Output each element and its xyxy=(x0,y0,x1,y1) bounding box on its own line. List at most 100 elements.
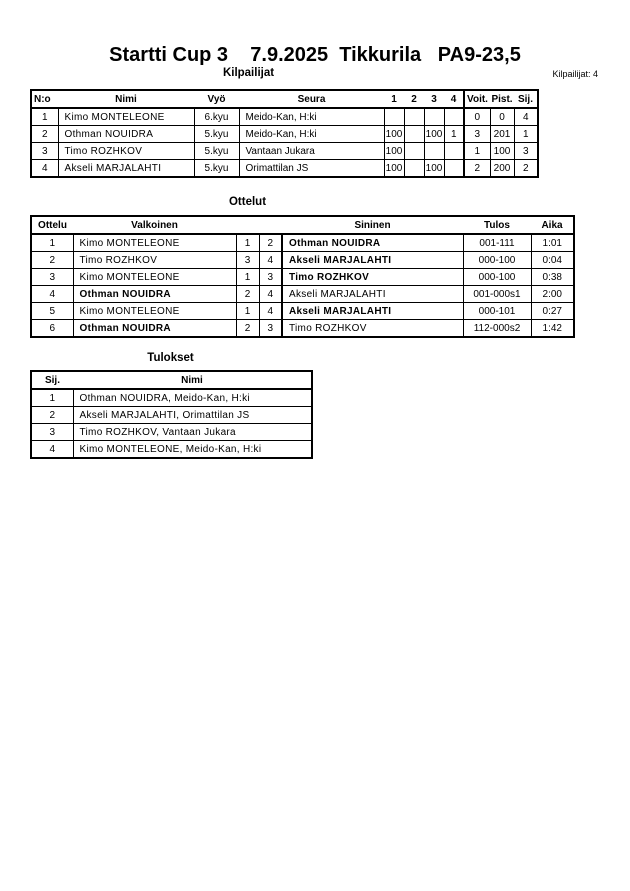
cell-club: Vantaan Jukara xyxy=(238,142,385,160)
cell-match-number: 6 xyxy=(30,319,74,338)
header-blue: Sininen xyxy=(282,216,463,235)
cell-wins: 1 xyxy=(463,142,491,160)
cell-place: 4 xyxy=(513,107,539,126)
table-row: 6 Othman NOUIDRA 2 3 Timo ROZHKOV 112-00… xyxy=(30,319,575,338)
cell-round-1: 100 xyxy=(383,125,405,143)
competitors-count: Kilpailijat: 4 xyxy=(552,69,598,79)
cell-time: 0:38 xyxy=(530,268,575,286)
cell-white-name: Kimo MONTELEONE xyxy=(72,233,237,252)
cell-result: 001-111 xyxy=(462,233,532,252)
cell-result: 001-000s1 xyxy=(462,285,532,303)
cell-white-number: 1 xyxy=(235,302,260,320)
cell-round-4 xyxy=(443,159,465,178)
table-row: 3 Timo ROZHKOV, Vantaan Jukara xyxy=(30,423,313,441)
cell-white-number: 1 xyxy=(235,268,260,286)
cell-blue-number: 3 xyxy=(258,268,283,286)
cell-round-2 xyxy=(403,107,425,126)
header-place: Sij. xyxy=(514,90,538,109)
cell-blue-name: Timo ROZHKOV xyxy=(281,268,464,286)
cell-round-4: 1 xyxy=(443,125,465,143)
cell-place: 3 xyxy=(513,142,539,160)
page-title: Startti Cup 3 7.9.2025 Tikkurila PA9-23,… xyxy=(109,44,521,66)
cell-blue-name: Akseli MARJALAHTI xyxy=(281,285,464,303)
cell-white-name: Timo ROZHKOV xyxy=(72,251,237,269)
cell-place: 2 xyxy=(513,159,539,178)
cell-blue-number: 2 xyxy=(258,233,283,252)
header-points: Pist. xyxy=(490,90,514,109)
cell-match-number: 4 xyxy=(30,285,74,303)
cell-blue-name: Akseli MARJALAHTI xyxy=(281,302,464,320)
header-name: Nimi xyxy=(73,371,312,390)
table-row: 4 Akseli MARJALAHTI 5.kyu Orimattilan JS… xyxy=(30,159,539,178)
cell-blue-number: 4 xyxy=(258,251,283,269)
table-row: 2 Othman NOUIDRA 5.kyu Meido-Kan, H:ki 1… xyxy=(30,125,539,143)
header-time: Aika xyxy=(531,216,574,235)
cell-place: 1 xyxy=(513,125,539,143)
cell-round-2 xyxy=(403,142,425,160)
header-club: Seura xyxy=(239,90,384,109)
cell-place: 2 xyxy=(30,406,74,424)
cell-round-2 xyxy=(403,125,425,143)
cell-time: 1:42 xyxy=(530,319,575,338)
cell-club: Meido-Kan, H:ki xyxy=(238,125,385,143)
header-white-number xyxy=(236,216,259,235)
cell-name: Kimo MONTELEONE xyxy=(57,107,195,126)
cell-time: 1:01 xyxy=(530,233,575,252)
cell-round-1: 100 xyxy=(383,159,405,178)
cell-name: Akseli MARJALAHTI xyxy=(57,159,195,178)
table-row: 1 Kimo MONTELEONE 1 2 Othman NOUIDRA 001… xyxy=(30,233,575,252)
cell-white-number: 2 xyxy=(235,319,260,338)
cell-match-number: 5 xyxy=(30,302,74,320)
cell-name: Kimo MONTELEONE, Meido-Kan, H:ki xyxy=(72,440,313,459)
cell-blue-number: 3 xyxy=(258,319,283,338)
cell-white-number: 1 xyxy=(235,233,260,252)
table-row: 1 Othman NOUIDRA, Meido-Kan, H:ki xyxy=(30,388,313,407)
header-round-2: 2 xyxy=(404,90,424,109)
cell-number: 3 xyxy=(30,142,59,160)
table-header-row: Ottelu Valkoinen Sininen Tulos Aika xyxy=(31,216,574,235)
cell-result: 000-100 xyxy=(462,268,532,286)
results-table: Sij. Nimi 1 Othman NOUIDRA, Meido-Kan, H… xyxy=(30,370,313,459)
cell-round-3: 100 xyxy=(423,125,445,143)
cell-white-number: 3 xyxy=(235,251,260,269)
cell-blue-number: 4 xyxy=(258,302,283,320)
cell-round-3: 100 xyxy=(423,159,445,178)
header-belt: Vyö xyxy=(194,90,239,109)
competitors-heading: Kilpailijat xyxy=(222,67,275,79)
header-place: Sij. xyxy=(31,371,73,390)
cell-club: Orimattilan JS xyxy=(238,159,385,178)
cell-result: 000-101 xyxy=(462,302,532,320)
cell-time: 0:04 xyxy=(530,251,575,269)
cell-time: 0:27 xyxy=(530,302,575,320)
cell-number: 1 xyxy=(30,107,59,126)
cell-round-1 xyxy=(383,107,405,126)
cell-white-name: Kimo MONTELEONE xyxy=(72,302,237,320)
competitors-table: N:o Nimi Vyö Seura 1 2 3 4 Voit. Pist. S… xyxy=(30,89,539,178)
cell-white-name: Othman NOUIDRA xyxy=(72,285,237,303)
cell-name: Akseli MARJALAHTI, Orimattilan JS xyxy=(72,406,313,424)
cell-belt: 5.kyu xyxy=(193,159,240,178)
table-row: 2 Timo ROZHKOV 3 4 Akseli MARJALAHTI 000… xyxy=(30,251,575,269)
results-heading: Tulokset xyxy=(147,352,194,364)
cell-round-3 xyxy=(423,142,445,160)
cell-wins: 3 xyxy=(463,125,491,143)
cell-result: 000-100 xyxy=(462,251,532,269)
matches-heading: Ottelut xyxy=(228,196,267,208)
cell-round-4 xyxy=(443,142,465,160)
cell-result: 112-000s2 xyxy=(462,319,532,338)
header-round-1: 1 xyxy=(384,90,404,109)
table-row: 2 Akseli MARJALAHTI, Orimattilan JS xyxy=(30,406,313,424)
cell-place: 3 xyxy=(30,423,74,441)
cell-points: 200 xyxy=(489,159,515,178)
cell-points: 0 xyxy=(489,107,515,126)
header-result: Tulos xyxy=(463,216,531,235)
cell-points: 100 xyxy=(489,142,515,160)
cell-white-number: 2 xyxy=(235,285,260,303)
cell-round-3 xyxy=(423,107,445,126)
table-row: 5 Kimo MONTELEONE 1 4 Akseli MARJALAHTI … xyxy=(30,302,575,320)
table-row: 1 Kimo MONTELEONE 6.kyu Meido-Kan, H:ki … xyxy=(30,107,539,126)
cell-blue-number: 4 xyxy=(258,285,283,303)
cell-match-number: 2 xyxy=(30,251,74,269)
cell-round-2 xyxy=(403,159,425,178)
cell-blue-name: Othman NOUIDRA xyxy=(281,233,464,252)
